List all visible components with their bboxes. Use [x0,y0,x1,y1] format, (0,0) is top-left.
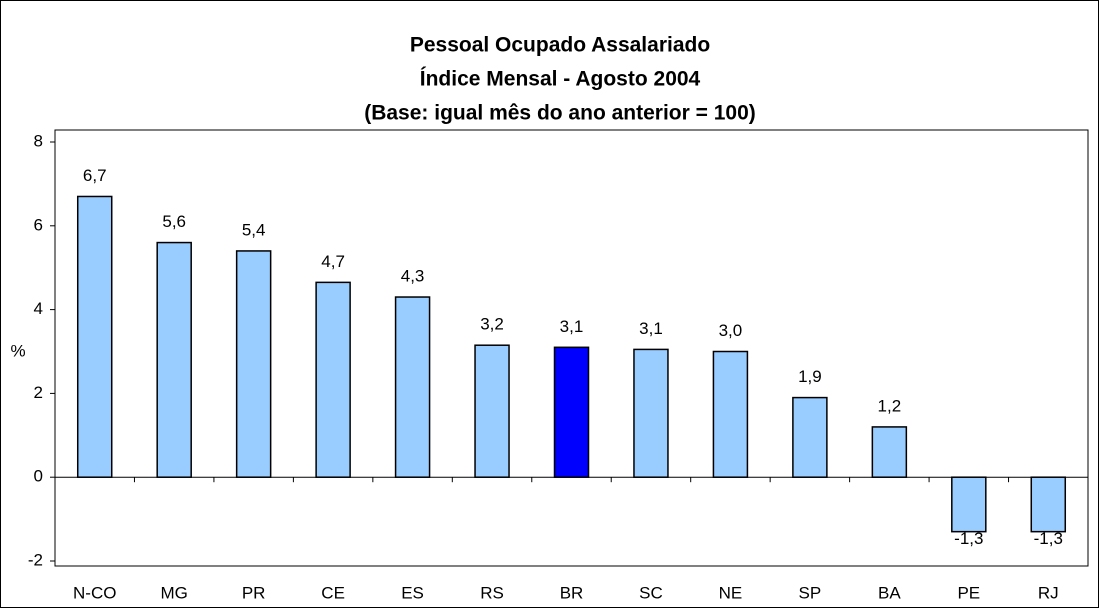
value-label: 1,2 [878,396,902,415]
bar [315,281,351,478]
x-tick-label: CE [321,583,345,602]
value-label: 3,2 [480,315,504,334]
value-label: 4,7 [321,252,345,271]
x-tick-label: BR [560,583,584,602]
bar [712,350,749,478]
x-tick-label: RS [480,583,504,602]
bar [633,348,669,478]
x-tick-label: PR [242,583,266,602]
bar [76,195,113,478]
y-tick-label: 6 [34,215,43,234]
x-tick-label: RJ [1038,583,1059,602]
y-tick-label: 2 [34,383,43,402]
chart-title: (Base: igual mês do ano anterior = 100) [364,102,756,125]
bar [871,426,908,478]
bar [394,296,431,478]
chart-title: Pessoal Ocupado Assalariado [410,34,710,57]
y-tick-label: -2 [28,550,43,569]
value-label: 3,1 [639,319,663,338]
bar [951,476,987,533]
y-tick-label: 4 [34,299,43,318]
y-tick-label: 0 [34,467,43,486]
x-tick-label: MG [160,583,187,602]
value-label: 6,7 [83,166,107,185]
bar [156,241,192,478]
bar [792,396,828,478]
plot-area [54,129,1089,567]
y-tick-label: 8 [34,131,43,150]
bar [1030,476,1067,533]
value-label: 5,6 [162,212,186,231]
value-label: 5,4 [242,220,266,239]
x-tick-label: N-CO [73,583,116,602]
value-label: 3,0 [719,321,743,340]
bar [553,346,590,478]
bar [235,250,272,478]
bar [474,344,510,478]
x-tick-label: ES [401,583,424,602]
x-tick-label: SC [639,583,663,602]
x-tick-label: BA [878,583,901,602]
value-label: -1,3 [1034,529,1063,548]
value-label: -1,3 [954,529,983,548]
x-tick-label: PE [957,583,980,602]
value-label: 3,1 [560,317,584,336]
y-axis-label: % [10,341,25,360]
value-label: 1,9 [798,367,822,386]
x-tick-label: NE [719,583,743,602]
x-tick-label: SP [799,583,822,602]
value-label: 4,3 [401,267,425,286]
chart-title: Índice Mensal - Agosto 2004 [420,68,701,91]
